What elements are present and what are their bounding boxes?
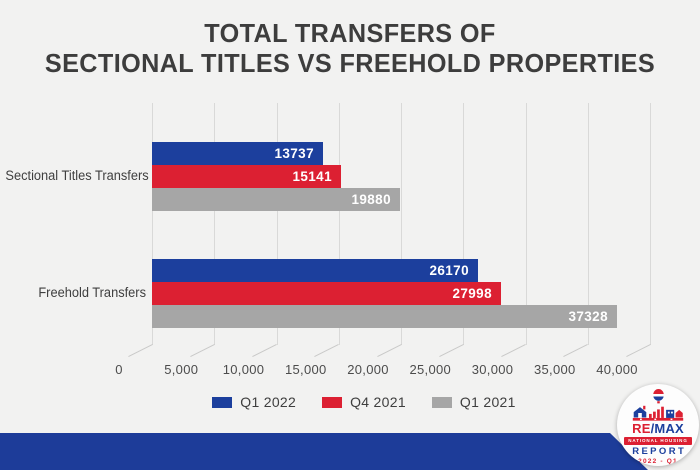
- x-axis-label: 40,000: [596, 362, 638, 377]
- bar-value-label: 19880: [351, 192, 391, 207]
- gridline: [276, 103, 278, 345]
- legend-swatch: [322, 396, 343, 408]
- bar-value-label: 37328: [568, 309, 608, 324]
- legend-swatch: [431, 396, 452, 408]
- bar-value-label: 26170: [429, 263, 469, 278]
- gridline: [401, 103, 402, 345]
- chart-title: TOTAL TRANSFERS OF SECTIONAL TITLES VS F…: [11, 18, 690, 78]
- axis-tick: [376, 344, 402, 357]
- legend-label: Q1 2021: [459, 394, 516, 410]
- bar-value-label: 13737: [274, 146, 314, 161]
- axis-tick: [127, 344, 153, 357]
- x-axis-label: 15,000: [284, 362, 327, 377]
- gridline: [463, 103, 465, 345]
- legend-label: Q4 2021: [350, 394, 406, 410]
- x-axis-label: 20,000: [347, 362, 389, 377]
- remax-wordmark-max: MAX: [654, 421, 684, 436]
- x-axis-label: 30,000: [471, 362, 514, 377]
- legend-item: Q1 2021: [431, 394, 516, 410]
- gridline: [338, 103, 340, 345]
- bar: 27998: [152, 282, 501, 305]
- remax-balloon-icon: [652, 389, 664, 404]
- axis-tick: [563, 344, 589, 357]
- category-label: Sectional Titles Transfers: [5, 167, 149, 183]
- gridline: [152, 103, 153, 345]
- legend-swatch: [212, 396, 233, 408]
- chart-title-line1: TOTAL TRANSFERS OF: [204, 18, 496, 48]
- national-housing-ribbon: NATIONAL HOUSING: [624, 436, 692, 445]
- bar-value-label: 15141: [292, 169, 332, 184]
- gridline: [587, 103, 589, 345]
- houses-skyline-icon: [632, 405, 684, 421]
- bar: 26170: [152, 259, 478, 282]
- category-label: Freehold Transfers: [38, 284, 146, 300]
- x-axis-label: 5,000: [164, 362, 199, 377]
- axis-tick: [625, 344, 651, 357]
- remax-report-badge: RE/MAX NATIONAL HOUSING REPORT 2022 - Q1: [617, 384, 699, 466]
- report-label: REPORT: [632, 446, 687, 457]
- axis-tick: [314, 344, 340, 357]
- axis-tick: [438, 344, 464, 357]
- bar: 15141: [152, 165, 341, 188]
- x-axis-label: 0: [115, 362, 123, 377]
- remax-wordmark-re: RE: [632, 421, 651, 436]
- legend-item: Q1 2022: [212, 394, 296, 410]
- axis-tick: [189, 344, 215, 357]
- bar: 13737: [152, 142, 323, 165]
- x-axis-label: 10,000: [222, 362, 265, 377]
- remax-wordmark: RE/MAX: [632, 422, 684, 435]
- bar: 19880: [152, 188, 400, 211]
- legend-item: Q4 2021: [322, 394, 406, 410]
- bar-value-label: 27998: [452, 286, 492, 301]
- axis-tick: [501, 344, 526, 357]
- footer-band: [0, 433, 648, 470]
- remax-wordmark-slash: /: [650, 421, 655, 436]
- report-edition-label: 2022 - Q1: [638, 457, 678, 465]
- chart-title-line2: SECTIONAL TITLES VS FREEHOLD PROPERTIES: [44, 48, 656, 78]
- gridline: [214, 103, 216, 345]
- legend-label: Q1 2022: [240, 394, 297, 410]
- x-axis-label: 35,000: [533, 362, 576, 377]
- gridline: [525, 103, 527, 345]
- axis-tick: [252, 344, 277, 357]
- bar: 37328: [152, 305, 617, 328]
- x-axis-label: 25,000: [409, 362, 452, 377]
- chart-legend: Q1 2022 Q4 2021 Q1 2021: [14, 394, 700, 410]
- gridline: [650, 103, 651, 345]
